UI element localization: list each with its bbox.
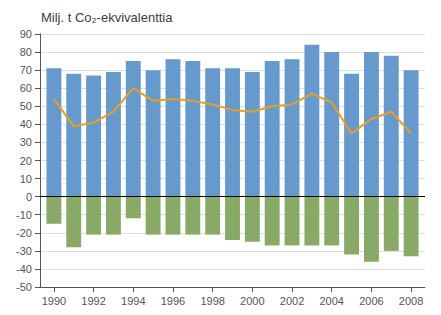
svg-text:1998: 1998 xyxy=(200,295,224,307)
svg-text:40: 40 xyxy=(20,118,32,130)
svg-text:-20: -20 xyxy=(16,227,32,239)
svg-text:10: 10 xyxy=(20,173,32,185)
svg-text:1992: 1992 xyxy=(81,295,105,307)
svg-text:80: 80 xyxy=(20,46,32,58)
svg-text:2006: 2006 xyxy=(359,295,383,307)
svg-text:30: 30 xyxy=(20,136,32,148)
svg-text:1996: 1996 xyxy=(161,295,185,307)
svg-text:Milj. t Co₂-ekvivalenttia: Milj. t Co₂-ekvivalenttia xyxy=(41,10,173,25)
svg-text:2002: 2002 xyxy=(280,295,304,307)
svg-text:60: 60 xyxy=(20,82,32,94)
svg-text:-10: -10 xyxy=(16,209,32,221)
svg-text:50: 50 xyxy=(20,100,32,112)
svg-text:-40: -40 xyxy=(16,263,32,275)
svg-text:0: 0 xyxy=(26,191,32,203)
svg-text:70: 70 xyxy=(20,64,32,76)
svg-text:2004: 2004 xyxy=(319,295,343,307)
svg-text:-30: -30 xyxy=(16,245,32,257)
svg-text:1990: 1990 xyxy=(42,295,66,307)
svg-text:1994: 1994 xyxy=(121,295,145,307)
svg-text:-50: -50 xyxy=(16,281,32,293)
svg-text:2000: 2000 xyxy=(240,295,264,307)
svg-text:2008: 2008 xyxy=(399,295,423,307)
svg-text:90: 90 xyxy=(20,28,32,40)
svg-text:20: 20 xyxy=(20,155,32,167)
